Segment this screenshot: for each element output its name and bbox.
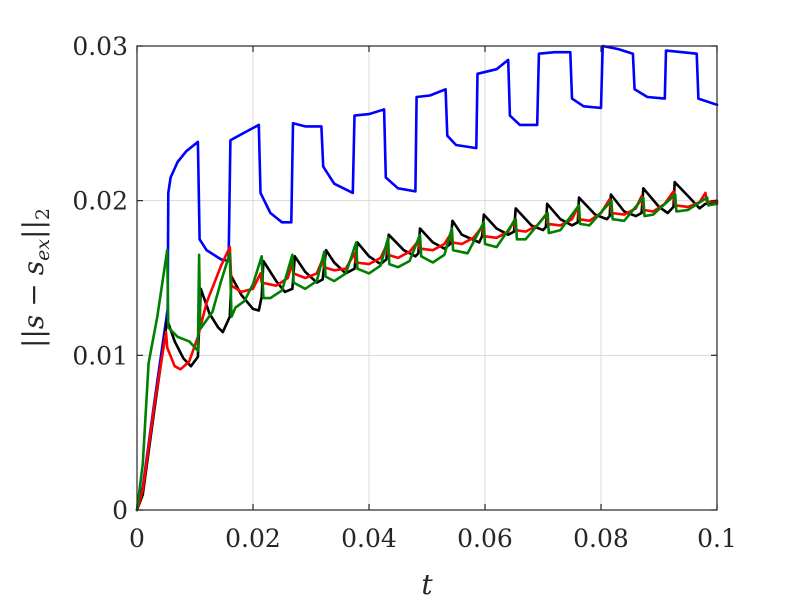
x-tick-label: 0 xyxy=(129,524,145,553)
ylabel-minus: − xyxy=(17,283,50,306)
ylabel-norm-open: || xyxy=(17,329,50,348)
series-line-4 xyxy=(135,193,719,512)
x-tick-label: 0.02 xyxy=(225,524,281,553)
y-tick-label: 0.02 xyxy=(72,187,128,216)
plot-area xyxy=(137,46,717,510)
y-tick-label: 0.03 xyxy=(72,32,128,61)
ylabel-subscript-ex: ex xyxy=(32,239,54,261)
y-tick-label: 0 xyxy=(112,496,128,525)
ylabel-s: s xyxy=(17,315,50,329)
ticks xyxy=(136,45,718,511)
y-tick-label: 0.01 xyxy=(72,341,128,370)
tick-labels: 0 0.02 0.04 0.06 0.08 0.1 0 0.01 0.02 0.03 xyxy=(72,32,737,553)
x-tick-label: 0.1 xyxy=(697,524,737,553)
ylabel-norm-close: || xyxy=(17,220,50,239)
svg-text:||s−sex||2: ||s−sex||2 xyxy=(17,208,54,348)
axes-box xyxy=(136,45,718,511)
y-axis-label: ||s−sex||2 xyxy=(17,208,54,348)
x-tick-label: 0.04 xyxy=(341,524,397,553)
ylabel-s-ex: s xyxy=(17,261,50,275)
ylabel-subscript-2: 2 xyxy=(32,208,54,220)
series-line-3 xyxy=(135,190,719,512)
x-tick-label: 0.08 xyxy=(573,524,629,553)
x-tick-label: 0.06 xyxy=(457,524,513,553)
x-axis-label: t xyxy=(421,568,433,601)
